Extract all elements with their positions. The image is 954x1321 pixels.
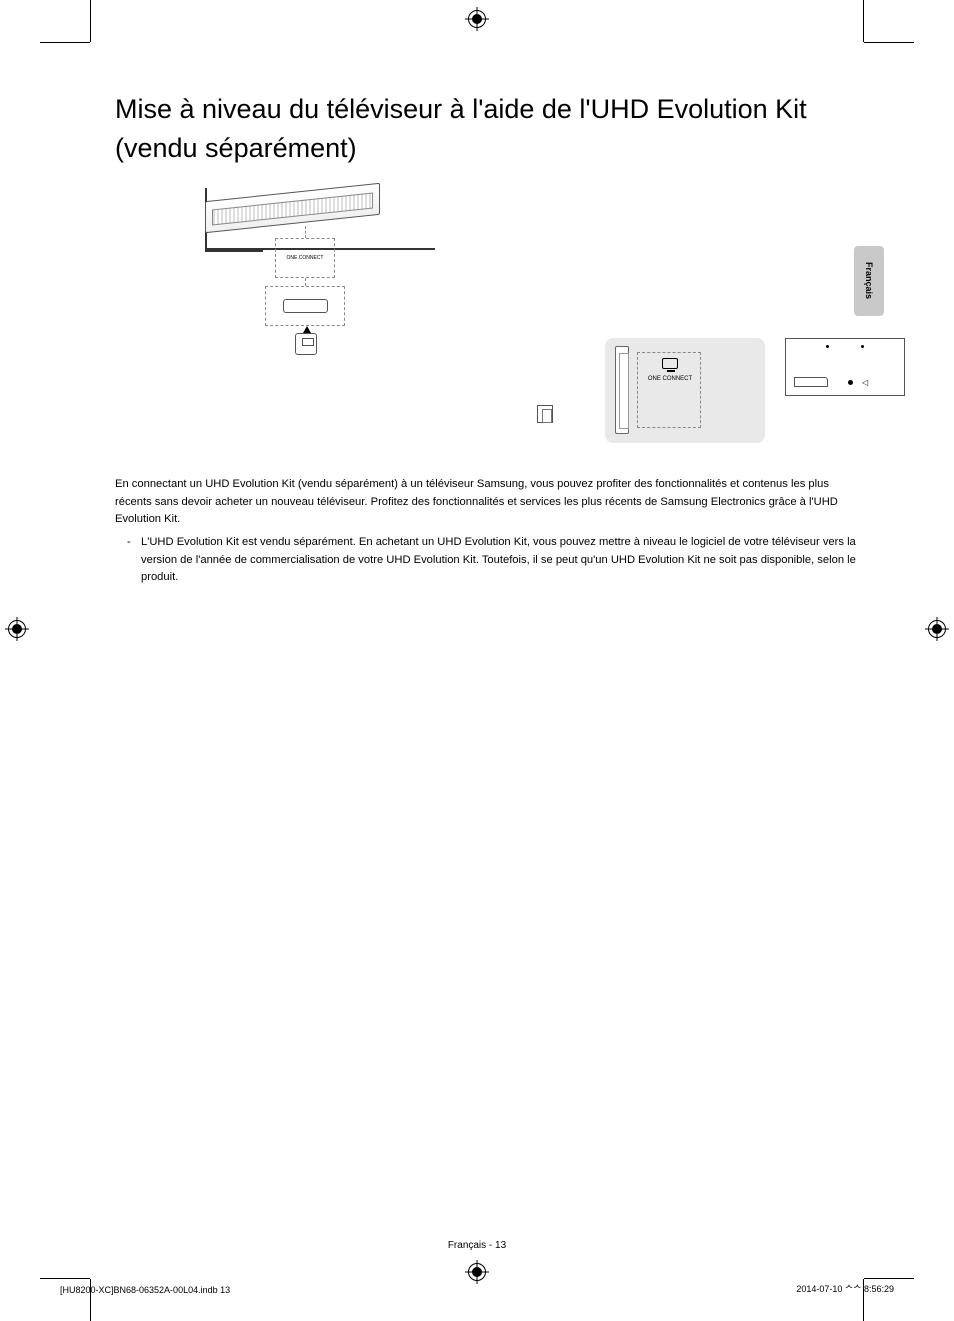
crop-mark <box>864 42 914 43</box>
device-dot-icon <box>861 345 864 348</box>
registration-mark-icon <box>468 1263 486 1281</box>
print-job-filename: [HU8200-XC]BN68-06352A-00L04.indb 13 <box>60 1285 230 1295</box>
tv-port-label: ONE CONNECT <box>645 358 695 383</box>
device-dot-icon <box>826 345 829 348</box>
cable-line <box>205 250 263 252</box>
port-slot-icon <box>283 299 328 313</box>
connection-diagram: ONE CONNECT ONE CONNECT ◁ <box>205 188 815 458</box>
external-device-icon: ◁ <box>785 338 905 396</box>
body-bullet: L'UHD Evolution Kit est vendu séparément… <box>115 534 864 586</box>
crop-mark <box>864 1278 914 1279</box>
tv-icon <box>662 358 678 369</box>
body-paragraph: En connectant un UHD Evolution Kit (vend… <box>115 476 864 528</box>
port-panel-icon <box>265 286 345 326</box>
registration-mark-icon <box>468 10 486 28</box>
page-content: Mise à niveau du téléviseur à l'aide de … <box>115 90 864 1231</box>
tv-zone: ONE CONNECT <box>605 338 765 443</box>
tv-side-panel-icon <box>615 346 629 434</box>
crop-mark <box>90 0 91 42</box>
crop-mark <box>40 1278 90 1279</box>
device-button-icon <box>848 380 853 385</box>
eject-icon: ◁ <box>862 378 876 388</box>
tv-port-label-text: ONE CONNECT <box>648 376 692 382</box>
crop-mark <box>40 42 90 43</box>
diagram-lead <box>305 226 306 238</box>
language-side-tab-label: Français <box>864 262 874 299</box>
arrow-up-icon <box>303 326 311 333</box>
one-connect-label-text: ONE CONNECT <box>287 255 324 262</box>
cable-connector-icon <box>537 405 553 423</box>
print-job-timestamp: 2014-07-10 ᄉᄉ 8:56:29 <box>796 1282 894 1295</box>
one-connect-label: ONE CONNECT <box>275 238 335 278</box>
page-title: Mise à niveau du téléviseur à l'aide de … <box>115 90 864 168</box>
diagram-lead <box>305 278 306 286</box>
registration-mark-icon <box>8 620 26 638</box>
page-footer: Français - 13 <box>0 1240 954 1251</box>
registration-mark-icon <box>928 620 946 638</box>
one-connect-box-icon <box>205 183 380 233</box>
cable-connector-icon <box>295 333 317 355</box>
disc-tray-icon <box>794 377 828 387</box>
crop-mark <box>863 0 864 42</box>
